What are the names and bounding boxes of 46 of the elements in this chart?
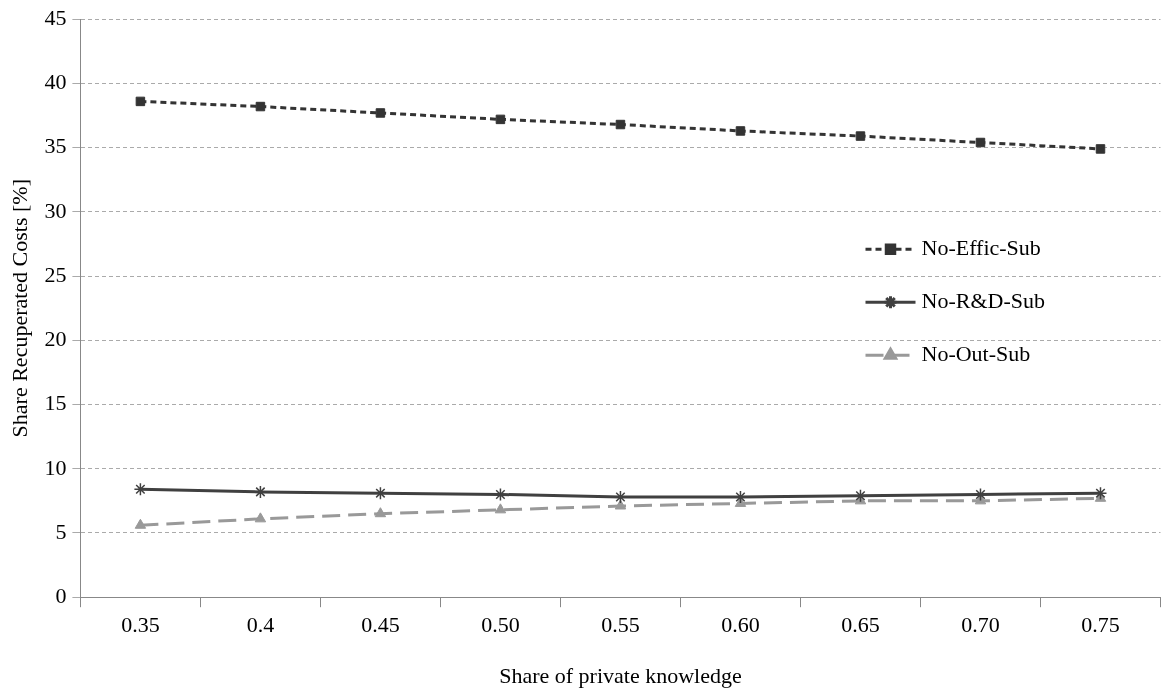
point <box>733 490 748 504</box>
point <box>493 487 508 502</box>
point <box>135 96 146 107</box>
point <box>494 503 507 514</box>
x-axis-title: Share of private knowledge <box>499 662 742 688</box>
y-tick-label: 15 <box>44 390 67 416</box>
x-tick-label: 0.50 <box>481 612 520 638</box>
point <box>855 131 866 141</box>
y-tick-label: 5 <box>55 518 67 544</box>
point <box>495 114 506 125</box>
point <box>373 486 388 500</box>
point <box>1095 144 1106 154</box>
point <box>1093 486 1108 500</box>
y-tick-label: 10 <box>44 454 67 480</box>
point <box>975 137 986 148</box>
point <box>853 488 868 503</box>
y-axis-title: Share Recuperated Costs [%] <box>6 178 32 438</box>
y-tick-label: 35 <box>44 133 67 159</box>
point <box>374 507 387 518</box>
point <box>735 126 746 136</box>
point <box>613 490 628 504</box>
x-tick-label: 0.4 <box>246 612 275 638</box>
x-tick-label: 0.70 <box>961 612 1000 638</box>
x-tick-label: 0.55 <box>601 612 640 638</box>
y-tick-label: 30 <box>44 197 67 223</box>
x-tick-label: 0.65 <box>841 612 880 638</box>
x-tick-label: 0.35 <box>121 612 160 638</box>
y-tick-label: 20 <box>44 326 67 352</box>
x-tick-label: 0.75 <box>1081 612 1120 638</box>
x-tick-label: 0.60 <box>721 612 760 638</box>
y-tick-label: 40 <box>44 69 67 95</box>
point <box>255 101 266 112</box>
y-tick-label: 45 <box>44 4 67 30</box>
point <box>134 518 147 529</box>
point <box>254 512 267 523</box>
point <box>615 119 626 130</box>
point <box>614 499 627 510</box>
x-tick-label: 0.45 <box>361 612 400 638</box>
legend-label: No-Effic-Sub <box>921 234 1041 260</box>
point <box>375 108 386 118</box>
point <box>253 485 268 499</box>
y-tick-label: 0 <box>55 582 67 608</box>
legend-label: No-Out-Sub <box>921 340 1031 366</box>
y-tick-label: 25 <box>44 261 67 287</box>
point <box>973 487 988 502</box>
legend-label: No-R&D-Sub <box>921 287 1045 313</box>
